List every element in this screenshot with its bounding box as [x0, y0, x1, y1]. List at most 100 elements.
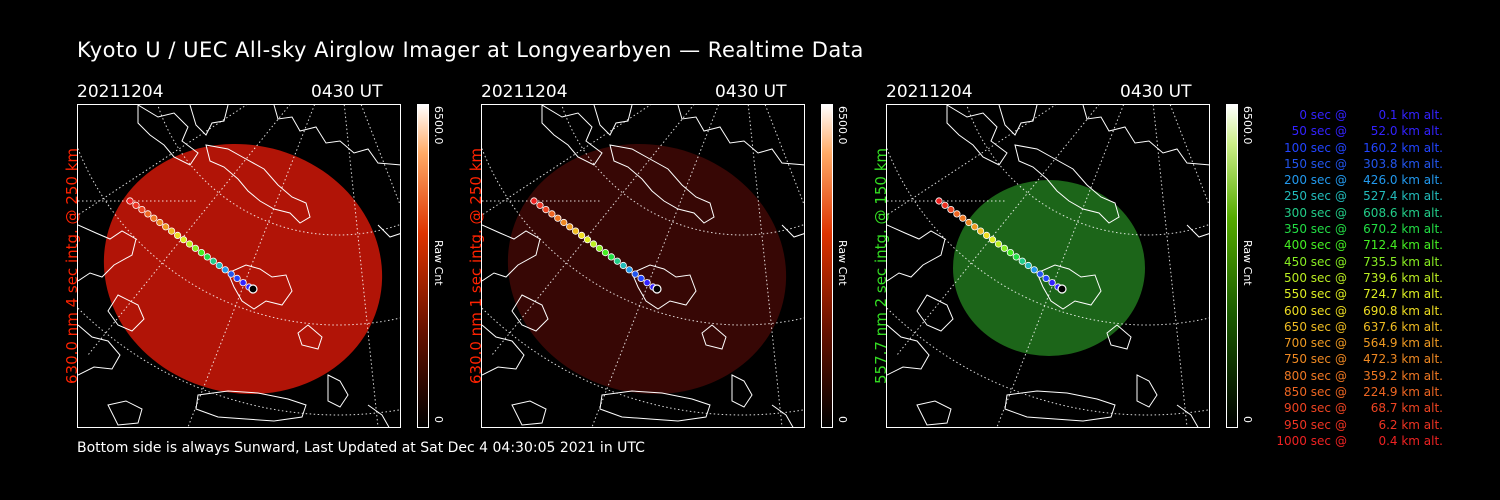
allsky-map	[481, 104, 805, 428]
legend-at: @	[1335, 222, 1347, 237]
legend-time: 1000 sec	[1276, 433, 1331, 448]
trajectory-point	[566, 223, 574, 231]
colorbar-min: 0	[1241, 416, 1254, 423]
geo-grid	[78, 105, 400, 427]
trajectory-point	[578, 231, 586, 239]
coastline	[78, 105, 400, 427]
legend-row: 850 sec @224.9 km alt.	[1255, 385, 1443, 401]
legend-at: @	[1335, 319, 1347, 334]
legend-alt: 739.6 km alt.	[1363, 270, 1443, 285]
trajectory-point	[637, 274, 645, 282]
station-marker-icon	[248, 284, 258, 294]
legend-at: @	[1335, 108, 1347, 122]
legend-at: @	[1335, 140, 1347, 155]
legend-time: 700 sec	[1284, 336, 1331, 351]
trajectory-point	[1048, 279, 1056, 287]
trajectory-point	[1042, 274, 1050, 282]
trajectory-point	[572, 227, 580, 235]
legend-at: @	[1335, 156, 1347, 171]
geo-grid	[887, 105, 1209, 427]
colorbar	[1226, 104, 1238, 428]
station-marker-icon	[1057, 284, 1067, 294]
legend-row: 550 sec @724.7 km alt.	[1255, 287, 1443, 303]
coastline	[887, 105, 1209, 427]
trajectory-point	[1018, 257, 1026, 265]
legend-time: 150 sec	[1284, 156, 1331, 171]
legend-row: 750 sec @472.3 km alt.	[1255, 352, 1443, 368]
trajectory-point	[947, 206, 955, 214]
sky-panel-557-2s: 20211204 0430 UT 557.7 nm 2 sec intg. @ …	[872, 82, 1266, 432]
trajectory-point	[233, 274, 241, 282]
legend-alt: 690.8 km alt.	[1363, 303, 1443, 318]
legend-alt: 359.2 km alt.	[1363, 368, 1443, 383]
map-svg	[887, 105, 1209, 427]
legend-row: 350 sec @670.2 km alt.	[1255, 222, 1443, 238]
trajectory-point	[1000, 244, 1009, 252]
page-title: Kyoto U / UEC All-sky Airglow Imager at …	[77, 38, 864, 62]
trajectory-point	[595, 244, 604, 252]
trajectory-point	[953, 210, 961, 218]
colorbar	[417, 104, 429, 428]
trajectory-point	[221, 266, 229, 274]
legend-time: 500 sec	[1284, 270, 1331, 285]
legend-row: 300 sec @608.6 km alt.	[1255, 206, 1443, 222]
legend-at: @	[1335, 270, 1347, 285]
legend-time: 450 sec	[1284, 254, 1331, 269]
legend-row: 1000 sec @0.4 km alt.	[1255, 434, 1443, 450]
trajectory-point	[959, 214, 967, 222]
legend-row: 600 sec @690.8 km alt.	[1255, 304, 1443, 320]
legend-at: @	[1335, 287, 1347, 302]
legend-row: 100 sec @160.2 km alt.	[1255, 141, 1443, 157]
panel-date: 20211204	[886, 82, 973, 102]
colorbar-max: 6500.0	[432, 106, 445, 145]
colorbar-max: 6500.0	[1241, 106, 1254, 145]
trajectory-point	[215, 261, 223, 270]
panel-date: 20211204	[481, 82, 568, 102]
legend-at: @	[1335, 336, 1347, 351]
legend-alt: 527.4 km alt.	[1363, 189, 1443, 204]
legend-at: @	[1335, 433, 1347, 448]
airglow-image	[103, 144, 383, 394]
legend-at: @	[1335, 173, 1347, 188]
trajectory-point	[191, 244, 200, 252]
trajectory-point	[138, 206, 146, 214]
legend-at: @	[1335, 254, 1347, 269]
trajectory-point	[150, 214, 158, 222]
panel-time: 0430 UT	[715, 82, 787, 102]
trajectory-point	[613, 257, 621, 265]
trajectory-point	[971, 223, 979, 231]
trajectory-point	[185, 240, 194, 248]
legend-time: 550 sec	[1284, 287, 1331, 302]
legend-alt: 224.9 km alt.	[1363, 385, 1443, 400]
trajectory-point	[239, 279, 247, 287]
legend-row: 50 sec @52.0 km alt.	[1255, 124, 1443, 140]
legend-time: 650 sec	[1284, 319, 1331, 334]
legend-row: 400 sec @712.4 km alt.	[1255, 238, 1443, 254]
legend-at: @	[1335, 368, 1347, 383]
trajectory-point	[179, 236, 188, 244]
legend-alt: 472.3 km alt.	[1363, 352, 1443, 367]
panel-time: 0430 UT	[311, 82, 383, 102]
trajectory-point	[941, 201, 949, 209]
legend-time: 50 sec	[1291, 124, 1331, 139]
panel-date: 20211204	[77, 82, 164, 102]
legend-row: 200 sec @426.0 km alt.	[1255, 173, 1443, 189]
allsky-map	[886, 104, 1210, 428]
legend-alt: 735.5 km alt.	[1363, 254, 1443, 269]
trajectory-point	[156, 218, 164, 227]
legend-time: 400 sec	[1284, 238, 1331, 253]
legend-alt: 564.9 km alt.	[1363, 336, 1443, 351]
legend-time: 950 sec	[1284, 417, 1331, 432]
legend-row: 650 sec @637.6 km alt.	[1255, 320, 1443, 336]
trajectory-point	[227, 270, 235, 278]
trajectory-point	[168, 227, 176, 235]
legend-row: 800 sec @359.2 km alt.	[1255, 369, 1443, 385]
trajectory-point	[583, 236, 592, 244]
legend-row: 700 sec @564.9 km alt.	[1255, 336, 1443, 352]
trajectory-point	[144, 210, 152, 218]
legend-alt: 303.8 km alt.	[1363, 156, 1443, 171]
trajectory-point	[977, 227, 985, 235]
colorbar-unit: Raw Cnt	[1241, 240, 1254, 286]
trajectory-point	[1012, 253, 1020, 261]
legend-row: 450 sec @735.5 km alt.	[1255, 255, 1443, 271]
